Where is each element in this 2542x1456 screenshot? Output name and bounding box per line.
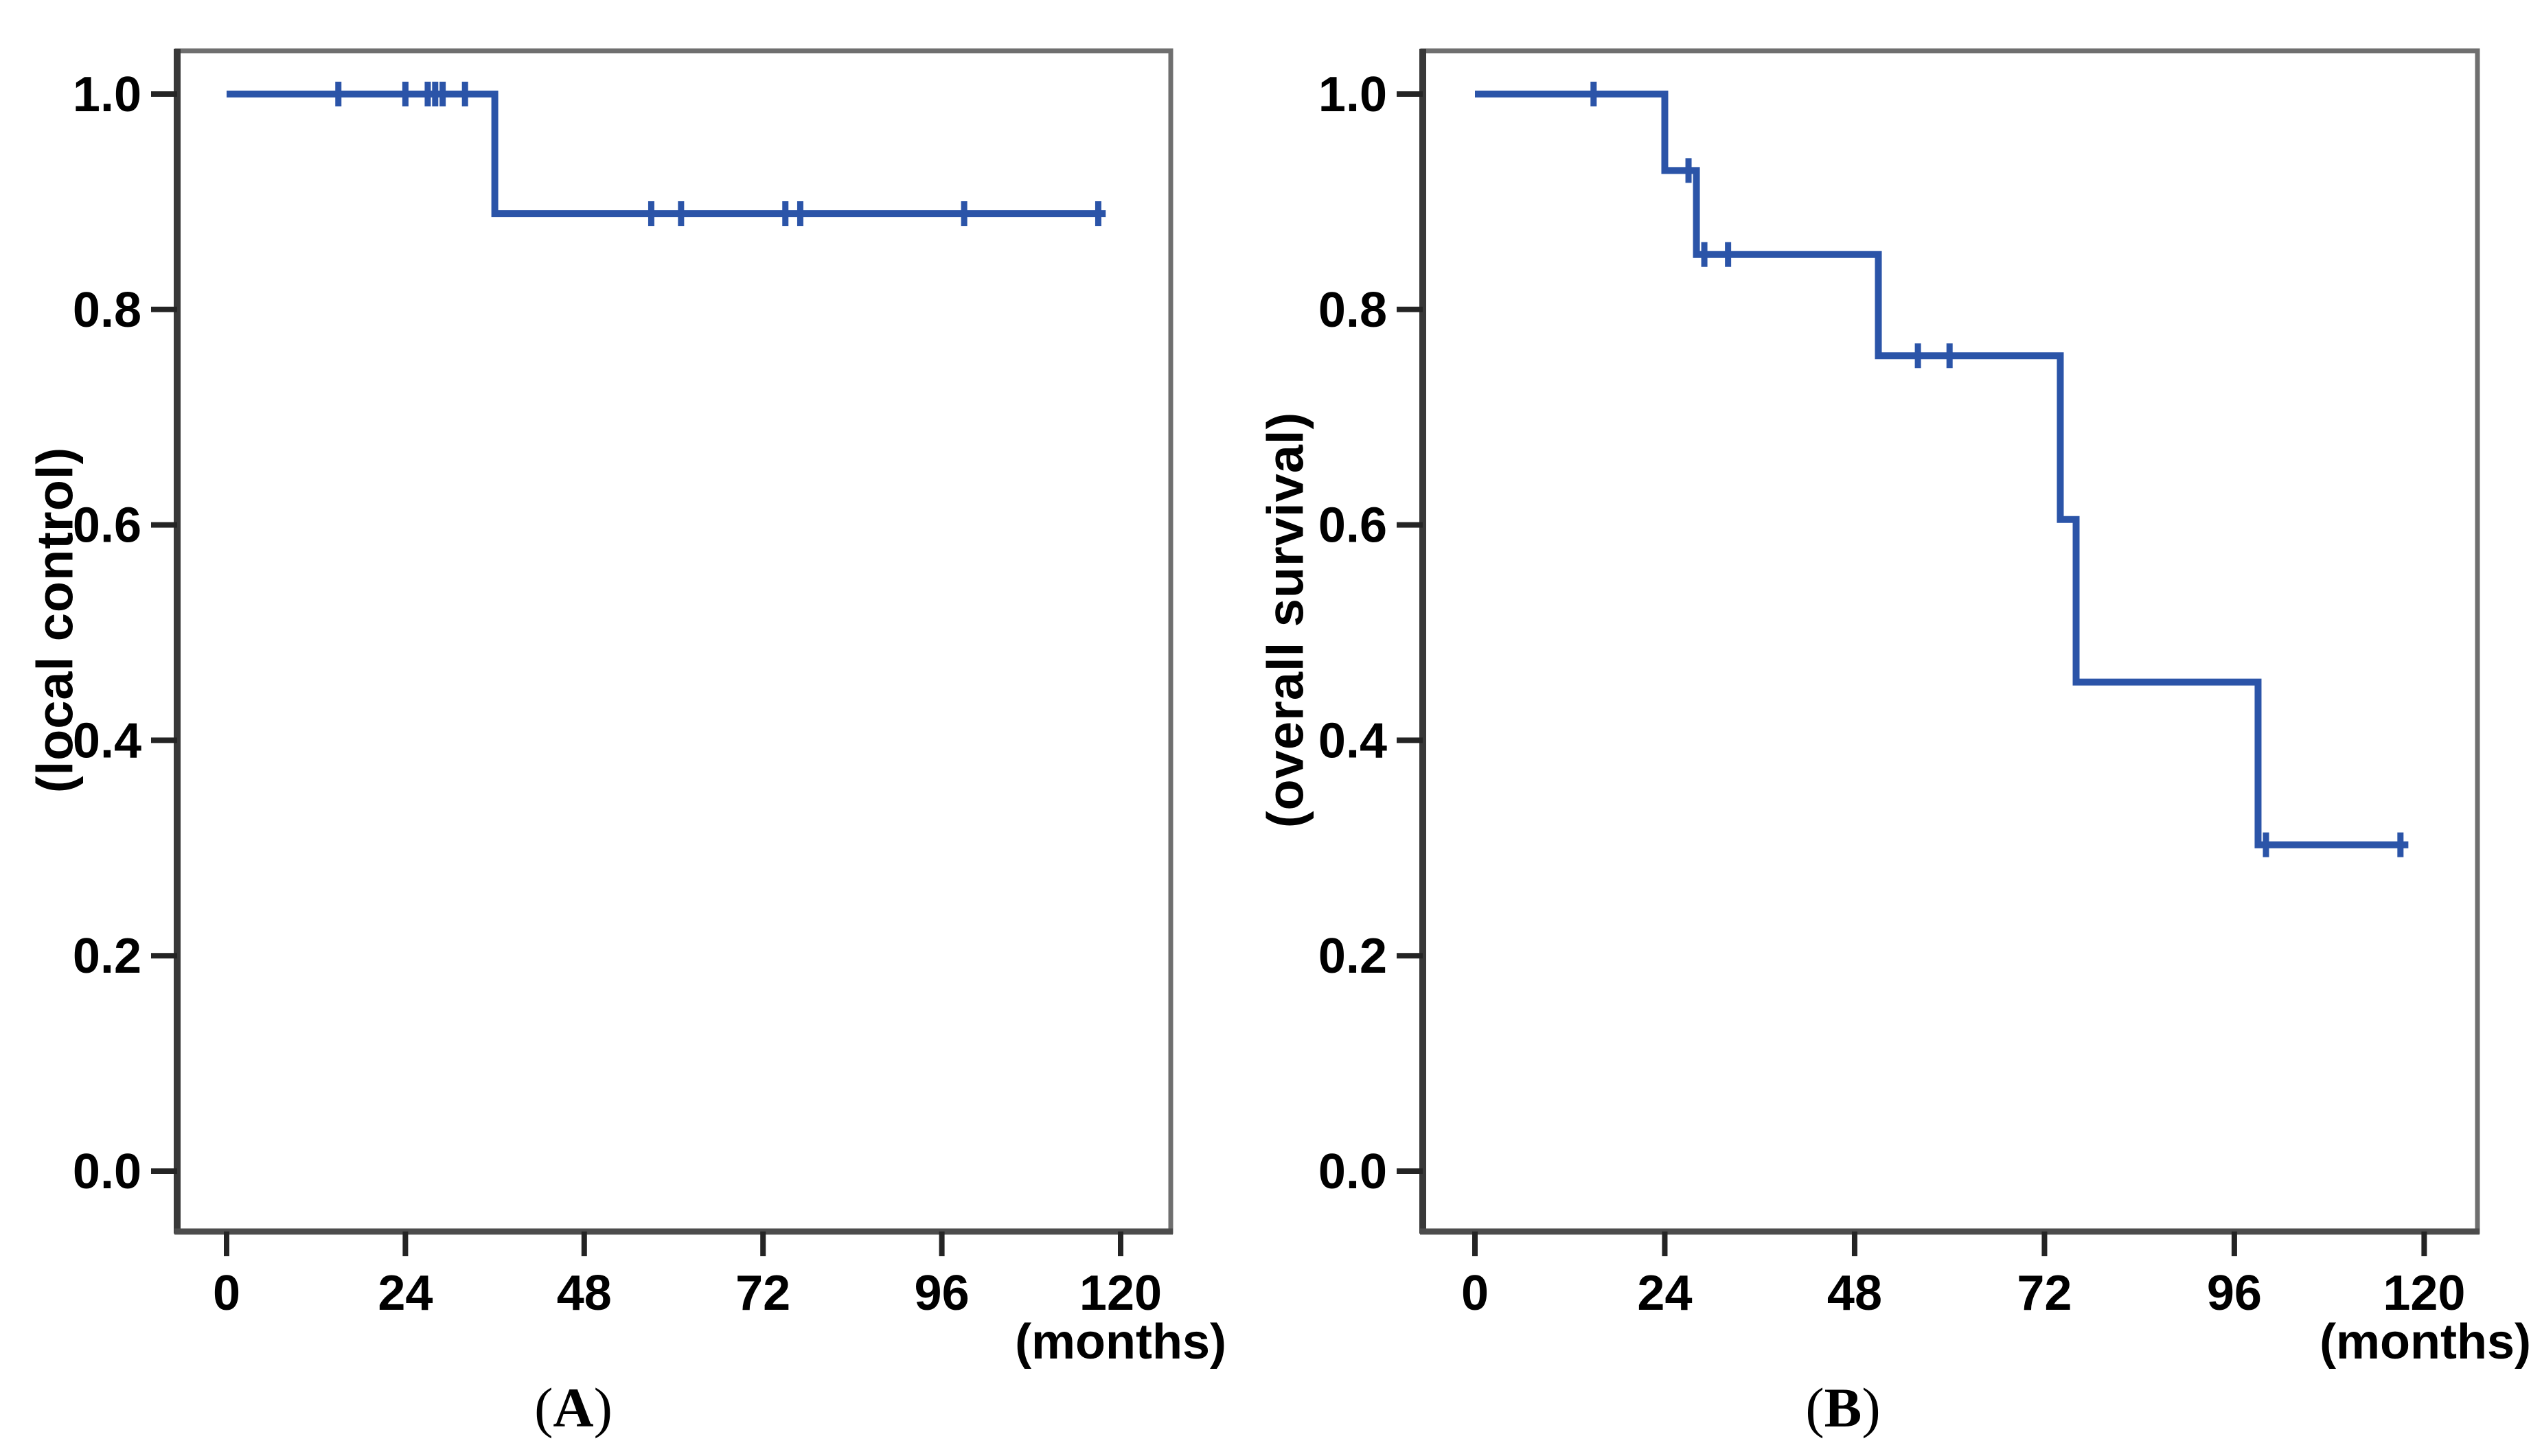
x-tick-label: 120 bbox=[1079, 1266, 1162, 1321]
panel-caption-a: (A) bbox=[463, 1376, 683, 1440]
y-tick-label: 0.8 bbox=[73, 283, 141, 338]
y-tick-label: 0.6 bbox=[73, 498, 141, 553]
plot-frame bbox=[1420, 48, 2480, 1234]
x-tick-label: 72 bbox=[2017, 1266, 2072, 1321]
caption-b-letter: B bbox=[1824, 1376, 1862, 1439]
y-tick-label: 1.0 bbox=[73, 67, 141, 122]
x-tick-label: 24 bbox=[378, 1266, 433, 1321]
x-tick-label: 72 bbox=[735, 1266, 790, 1321]
y-tick-label: 0.6 bbox=[1318, 498, 1387, 553]
y-axis-label-overall-survival: (overall survival) bbox=[1257, 411, 1314, 829]
survival-curve bbox=[1475, 91, 2409, 848]
caption-a-letter: A bbox=[553, 1376, 594, 1439]
panel-caption-b: (B) bbox=[1733, 1376, 1953, 1440]
caption-a-open-paren: ( bbox=[534, 1376, 553, 1439]
y-tick-label: 1.0 bbox=[1318, 67, 1387, 122]
y-tick-label: 0.4 bbox=[73, 713, 141, 768]
caption-b-close-paren: ) bbox=[1862, 1376, 1881, 1439]
y-tick-label: 0.2 bbox=[73, 929, 141, 984]
y-tick-label: 0.0 bbox=[73, 1144, 141, 1199]
x-tick-label: 96 bbox=[915, 1266, 970, 1321]
x-tick-label: 120 bbox=[2383, 1266, 2465, 1321]
x-tick-label: 96 bbox=[2207, 1266, 2262, 1321]
caption-b-open-paren: ( bbox=[1805, 1376, 1824, 1439]
y-tick-label: 0.8 bbox=[1318, 283, 1387, 338]
x-tick-label: 0 bbox=[213, 1266, 240, 1321]
x-tick-label: 0 bbox=[1461, 1266, 1489, 1321]
x-tick-label: 48 bbox=[557, 1266, 612, 1321]
caption-a-close-paren: ) bbox=[593, 1376, 612, 1439]
x-tick-label: 48 bbox=[1827, 1266, 1882, 1321]
x-axis-unit-label-b: (months) bbox=[2320, 1315, 2531, 1370]
y-tick-label: 0.2 bbox=[1318, 929, 1387, 984]
y-tick-label: 0.0 bbox=[1318, 1144, 1387, 1199]
y-tick-label: 0.4 bbox=[1318, 713, 1387, 768]
x-axis-unit-label-a: (months) bbox=[1015, 1315, 1226, 1370]
x-tick-label: 24 bbox=[1637, 1266, 1692, 1321]
